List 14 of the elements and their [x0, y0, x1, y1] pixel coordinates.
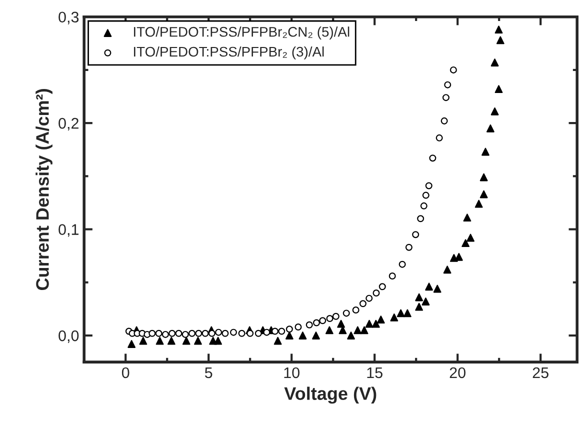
x-tick-label: 5 — [204, 367, 212, 378]
y-tick-label: 0,1 — [58, 224, 78, 237]
x-axis-title: Voltage (V) — [284, 386, 376, 404]
legend-label: ITO/PEDOT:PSS/PFPBr₂ (3)/Al — [134, 46, 324, 60]
y-tick-label: 0,3 — [58, 12, 79, 24]
y-axis-title: Current Density (A/cm²) — [36, 89, 52, 290]
x-tick-label: 0 — [122, 367, 130, 378]
x-tick-label: 10 — [284, 367, 300, 378]
x-tick-label: 20 — [450, 367, 466, 378]
x-tick-label: 15 — [367, 367, 382, 378]
x-tick-label: 25 — [532, 367, 548, 378]
legend-label: ITO/PEDOT:PSS/PFPBr₂CN₂ (5)/Al — [134, 26, 350, 40]
y-tick-label: 0,0 — [58, 330, 79, 343]
y-tick-label: 0,2 — [58, 118, 78, 131]
